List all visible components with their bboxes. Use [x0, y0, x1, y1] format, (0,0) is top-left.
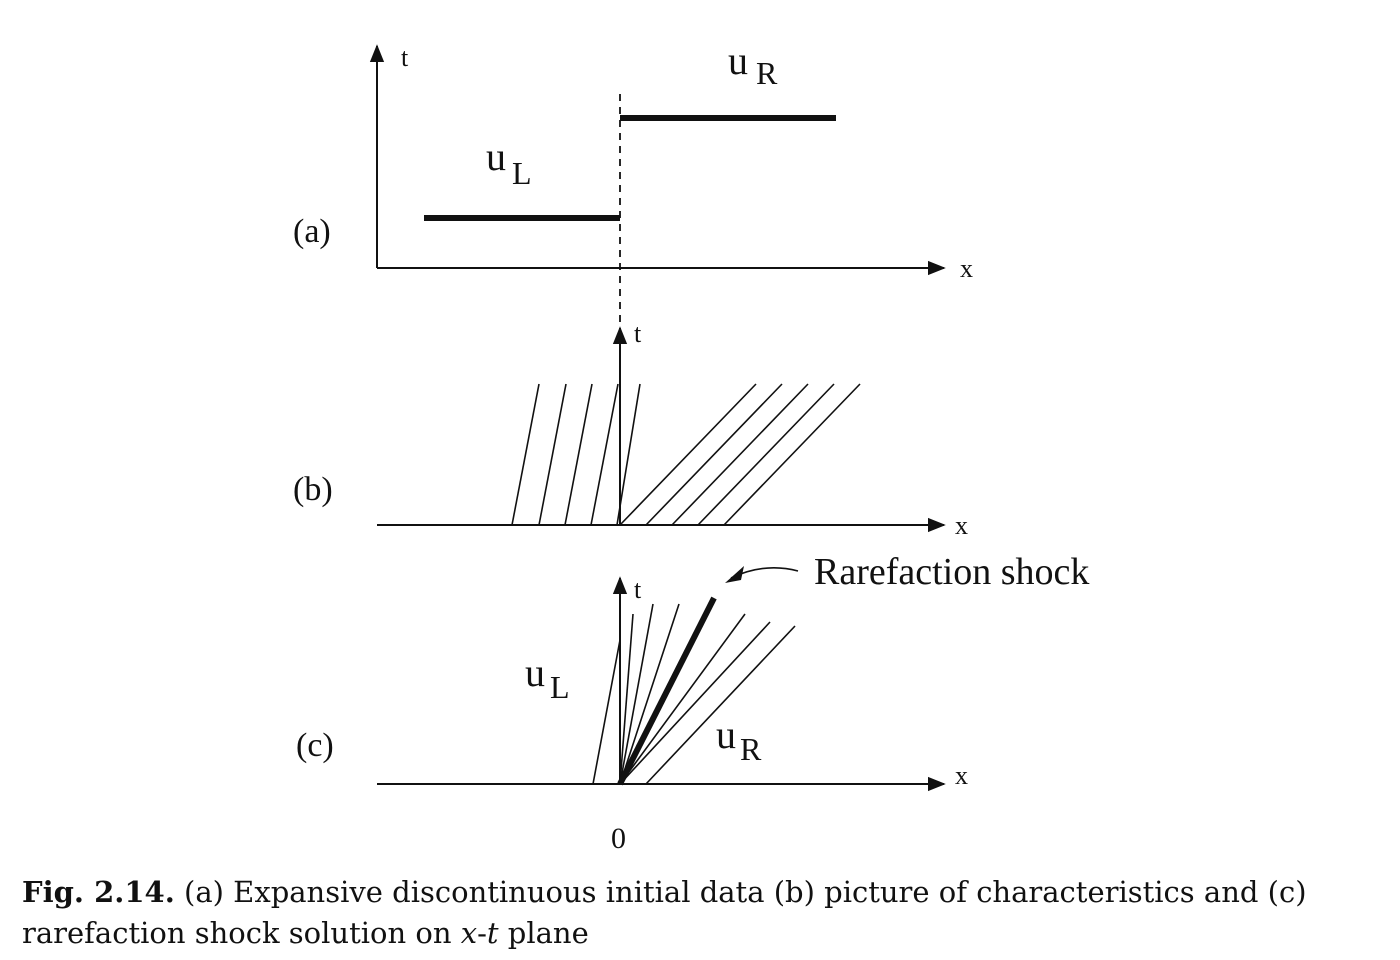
figure-caption: Fig. 2.14. (a) Expansive discontinuous i…: [22, 872, 1392, 954]
characteristic-left: [511, 383, 540, 526]
characteristic-right: [619, 383, 757, 526]
characteristic-right: [697, 383, 835, 526]
caption-x-var: x: [460, 916, 478, 950]
characteristic-right: [619, 613, 746, 785]
characteristic-left: [616, 383, 641, 526]
panel-b-x-label: x: [955, 511, 968, 540]
panel-a-x-label: x: [960, 254, 973, 283]
characteristic-right: [645, 383, 783, 526]
characteristic-right: [671, 383, 809, 526]
characteristic-left: [592, 639, 621, 785]
characteristic-left: [564, 383, 593, 526]
caption-t-var: t: [486, 916, 499, 950]
caption-label: Fig. 2.14.: [22, 875, 175, 909]
origin-label: 0: [611, 822, 626, 855]
characteristic-right: [645, 625, 796, 785]
panel-a-t-label: t: [401, 43, 409, 72]
panel-b: t x (b): [293, 319, 968, 540]
characteristic-left: [619, 613, 634, 785]
panel-b-t-label: t: [634, 319, 642, 348]
panel-a-label: (a): [293, 213, 331, 250]
panel-c-label: (c): [296, 727, 334, 764]
panel-b-label: (b): [293, 471, 333, 508]
rarefaction-shock-label: Rarefaction shock: [814, 551, 1089, 593]
characteristic-right: [619, 621, 771, 785]
caption-text-end: plane: [498, 916, 589, 950]
caption-text: (a) Expansive discontinuous initial data…: [22, 875, 1307, 950]
panel-c-x-label: x: [955, 761, 968, 790]
panel-c-t-label: t: [634, 575, 642, 604]
characteristic-left: [619, 603, 654, 785]
characteristic-left: [619, 603, 680, 785]
rarefaction-shock-line: [617, 596, 717, 786]
characteristic-right: [723, 383, 861, 526]
characteristic-left: [590, 383, 619, 526]
caption-dash: -: [477, 916, 487, 950]
annotation-arrowhead: [725, 566, 744, 583]
characteristic-left: [538, 383, 567, 526]
